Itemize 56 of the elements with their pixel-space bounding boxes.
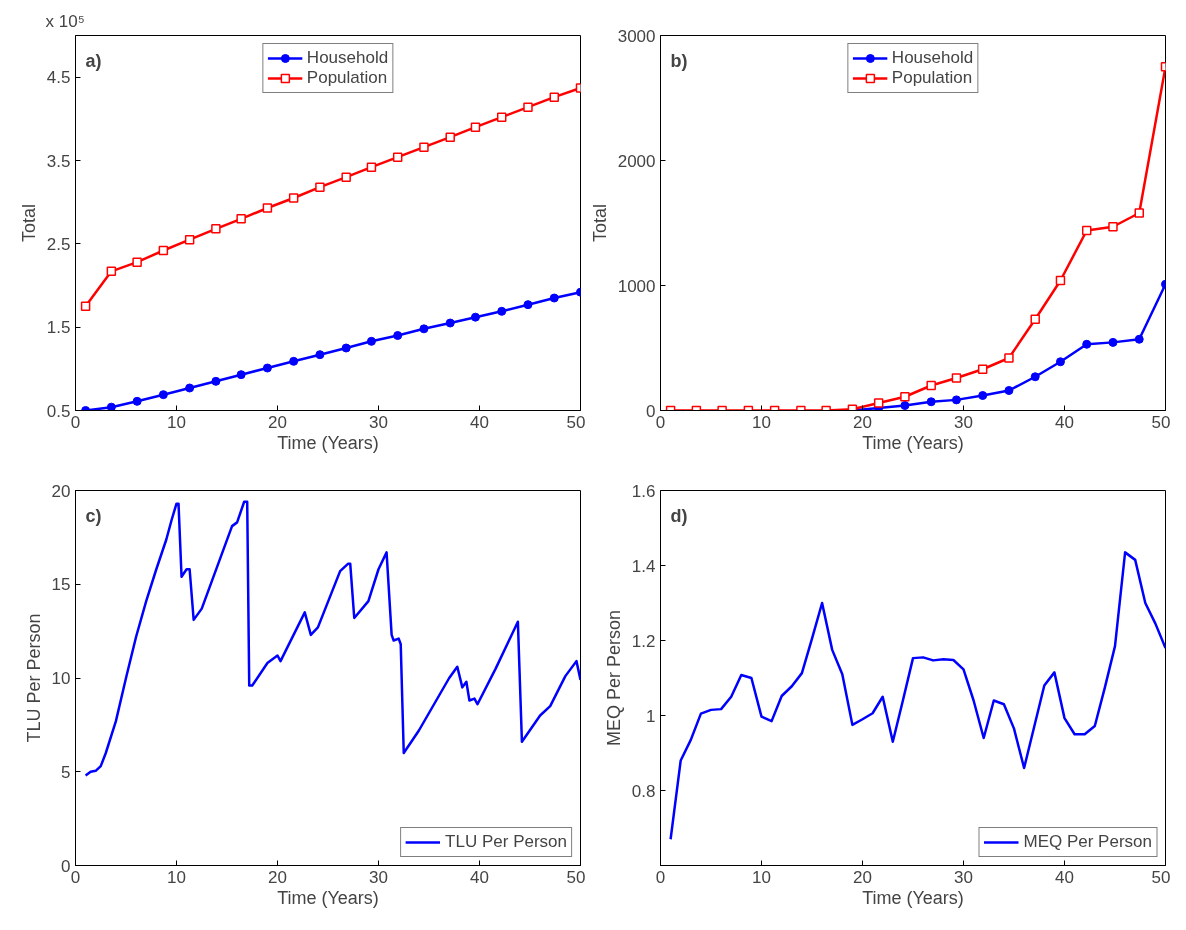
x-tick-label: 30 bbox=[369, 867, 388, 887]
x-axis-title: Time (Years) bbox=[277, 887, 379, 908]
x-tick-label: 40 bbox=[470, 412, 489, 432]
y-tick-label: 3000 bbox=[617, 26, 656, 46]
x-tick-label: 40 bbox=[1055, 412, 1074, 432]
y-axis-title: TLU Per Person bbox=[23, 613, 44, 743]
x-tick-label: 50 bbox=[1151, 412, 1171, 432]
x-tick-label: 10 bbox=[752, 867, 771, 887]
y-axis-title: Total bbox=[589, 203, 610, 243]
annotation: d) bbox=[670, 505, 688, 526]
y-axis-title: Total bbox=[18, 203, 39, 243]
x-tick-label: 10 bbox=[167, 867, 186, 887]
x-tick-label: 50 bbox=[1151, 867, 1171, 887]
x-tick-label: 30 bbox=[954, 412, 973, 432]
y-tick-label: 1.2 bbox=[631, 631, 656, 651]
y-axis-title: MEQ Per Person bbox=[603, 609, 624, 747]
x-tick-label: 50 bbox=[566, 412, 586, 432]
y-tick-label: 10 bbox=[51, 669, 71, 688]
annotation: a) bbox=[85, 50, 102, 71]
legend-label: Population bbox=[306, 68, 388, 88]
y-tick-label: 15 bbox=[51, 575, 71, 595]
x-tick-label: 10 bbox=[752, 412, 771, 432]
x-tick-label: 40 bbox=[470, 867, 489, 887]
x-tick-label: 20 bbox=[853, 412, 872, 432]
x-tick-label: 30 bbox=[369, 412, 388, 432]
y-tick-label: 0.5 bbox=[46, 401, 71, 421]
x-axis-title: Time (Years) bbox=[862, 887, 964, 908]
legend-label: Household bbox=[891, 48, 974, 68]
x-tick-label: 10 bbox=[167, 412, 186, 432]
y-tick-label: 0.8 bbox=[631, 781, 656, 801]
x-tick-label: 20 bbox=[853, 867, 872, 887]
y-tick-label: 4.5 bbox=[46, 68, 71, 88]
y-tick-label: 1.6 bbox=[631, 481, 656, 501]
annotation: c) bbox=[85, 505, 102, 526]
x-tick-label: 20 bbox=[268, 867, 287, 887]
y-tick-label: 2000 bbox=[617, 151, 656, 171]
y-tick-label: 1000 bbox=[617, 276, 656, 296]
y-tick-label: 1.5 bbox=[46, 318, 71, 338]
x-tick-label: 30 bbox=[954, 867, 973, 887]
legend-label: TLU Per Person bbox=[445, 832, 567, 852]
x-tick-label: 40 bbox=[1055, 867, 1074, 887]
y-tick-label: 1.4 bbox=[631, 556, 656, 576]
legend-label: Household bbox=[306, 48, 389, 68]
x-axis-title: Time (Years) bbox=[862, 432, 964, 453]
annotation: b) bbox=[670, 50, 688, 71]
y-tick-label: 2.5 bbox=[46, 234, 71, 254]
y-tick-label: 20 bbox=[51, 481, 71, 501]
y-tick-label: 3.5 bbox=[46, 151, 71, 171]
x-tick-label: 50 bbox=[566, 867, 586, 887]
text: x 10⁵ bbox=[45, 11, 85, 31]
x-axis-title: Time (Years) bbox=[277, 432, 379, 453]
legend-label: Population bbox=[891, 68, 973, 88]
y-tick-label: 1 bbox=[646, 706, 656, 726]
y-tick-label: 5 bbox=[61, 762, 71, 782]
x-tick-label: 20 bbox=[268, 412, 287, 432]
legend-label: MEQ Per Person bbox=[1023, 832, 1152, 852]
